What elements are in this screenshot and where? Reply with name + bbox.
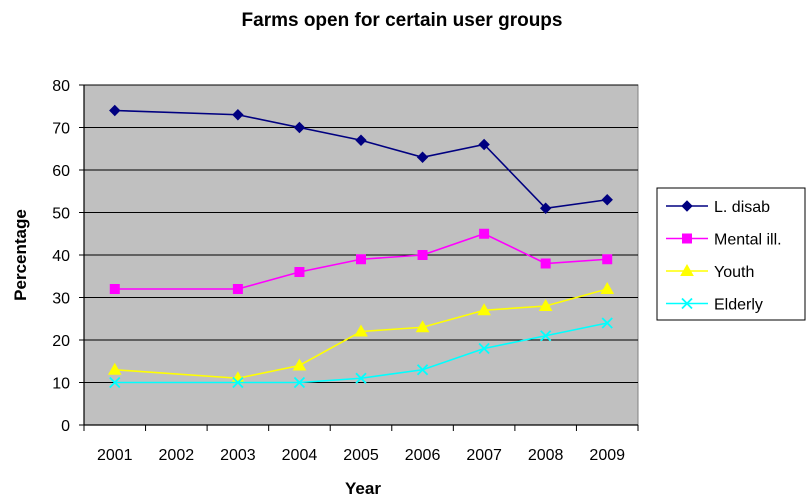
data-point: [479, 228, 490, 239]
data-point: [602, 254, 613, 265]
x-tick-label: 2002: [159, 447, 195, 464]
legend-label: L. disab: [714, 199, 770, 216]
data-point: [540, 330, 552, 342]
data-point: [538, 298, 553, 311]
x-tick-label: 2006: [405, 447, 441, 464]
x-tick-label: 2005: [343, 447, 379, 464]
y-tick-label: 50: [52, 206, 70, 223]
x-tick-label: 2003: [220, 447, 256, 464]
data-point: [354, 324, 368, 337]
y-tick-label: 20: [52, 333, 70, 350]
y-tick-label: 10: [52, 376, 70, 393]
data-point: [109, 284, 120, 294]
legend-marker: [681, 200, 693, 212]
series-line: [114, 322, 608, 384]
data-point: [417, 250, 428, 260]
series-lines: [107, 104, 615, 389]
axes: [79, 84, 639, 431]
data-point: [415, 320, 430, 333]
legend: L. disab Mental ill. Youth Elderly: [656, 187, 806, 321]
data-point: [416, 364, 429, 376]
data-point: [356, 254, 366, 265]
x-axis-tick-labels: 2001 2002 2003 2004 2005 2006 2007 2008 2009: [97, 447, 625, 464]
y-tick-label: 40: [52, 248, 70, 265]
data-point: [477, 303, 491, 316]
data-point: [355, 372, 367, 384]
data-point: [107, 362, 122, 375]
data-point: [293, 121, 306, 134]
legend-box: [656, 187, 806, 321]
data-point: [601, 317, 613, 329]
data-point: [292, 358, 307, 371]
chart-title: Farms open for certain user groups: [242, 10, 563, 31]
data-point: [232, 284, 243, 294]
data-point: [232, 376, 244, 389]
data-point: [540, 258, 551, 269]
y-axis-title: Percentage: [11, 209, 30, 301]
series-2: [109, 228, 613, 294]
data-point: [416, 151, 429, 163]
legend-item: Elderly: [666, 297, 763, 314]
data-point: [109, 104, 121, 117]
x-axis-title: Year: [345, 479, 381, 498]
data-point: [109, 376, 121, 389]
y-tick-label: 70: [52, 121, 70, 138]
data-point: [478, 138, 490, 151]
series-line: [114, 232, 608, 290]
data-point: [294, 267, 305, 277]
series-1: [109, 104, 613, 214]
series-line: [114, 288, 608, 380]
series-line: [114, 109, 608, 210]
series-4: [109, 317, 613, 389]
x-tick-label: 2009: [589, 447, 625, 464]
legend-label: Mental ill.: [714, 232, 782, 249]
x-tick-label: 2007: [466, 447, 502, 464]
data-point: [232, 109, 244, 121]
legend-label: Elderly: [714, 297, 763, 314]
data-point: [355, 134, 367, 146]
y-tick-label: 80: [52, 78, 70, 95]
legend-marker: [682, 233, 692, 244]
data-point: [478, 342, 490, 355]
y-tick-label: 30: [52, 291, 70, 308]
data-point: [601, 194, 613, 206]
x-tick-label: 2004: [282, 447, 318, 464]
y-tick-label: 60: [52, 163, 70, 180]
y-tick-label: 0: [61, 418, 70, 435]
data-point: [539, 202, 552, 214]
x-tick-label: 2001: [97, 447, 133, 464]
x-tick-label: 2008: [528, 447, 564, 464]
data-point: [293, 376, 306, 389]
legend-label: Youth: [714, 264, 754, 281]
legend-marker: [680, 263, 694, 276]
y-axis-tick-labels: 0 10 20 30 40 50 60 70 80: [52, 78, 70, 435]
legend-item: L. disab: [666, 199, 770, 216]
data-point: [600, 281, 615, 294]
legend-marker: [681, 297, 693, 310]
legend-item: Mental ill.: [666, 232, 782, 249]
legend-item: Youth: [666, 263, 754, 281]
